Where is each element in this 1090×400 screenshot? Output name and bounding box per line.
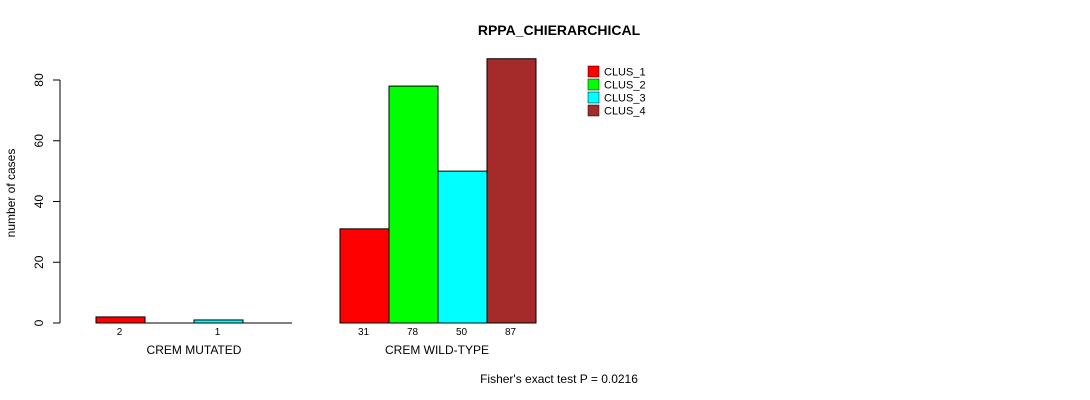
legend-label-clus-3: CLUS_3 bbox=[604, 93, 646, 105]
y-tick-label: 0 bbox=[32, 319, 46, 326]
bar-clus-3-mutated bbox=[193, 319, 244, 324]
bars bbox=[95, 58, 537, 324]
bar-clus-1-mutated bbox=[95, 316, 146, 324]
bar-value-label: 78 bbox=[407, 327, 419, 338]
legend-label-clus-1: CLUS_1 bbox=[604, 67, 646, 79]
group-label-wild-type: CREM WILD-TYPE bbox=[385, 343, 489, 357]
y-tick-label: 60 bbox=[32, 134, 46, 148]
bar-value-label: 2 bbox=[117, 327, 123, 338]
bar-value-label: 50 bbox=[456, 327, 468, 338]
legend-swatch-clus-4 bbox=[587, 104, 600, 117]
legend-label-clus-4: CLUS_4 bbox=[604, 106, 646, 118]
y-tick-label: 20 bbox=[32, 255, 46, 269]
bar-clus-2-wild-type bbox=[388, 85, 439, 324]
fisher-test-footer: Fisher's exact test P = 0.0216 bbox=[480, 372, 638, 386]
legend-swatch-clus-3 bbox=[587, 91, 600, 104]
bar-clus-1-wild-type bbox=[339, 228, 390, 324]
y-tick-label: 40 bbox=[32, 195, 46, 209]
y-axis-label: number of cases bbox=[4, 149, 18, 238]
y-axis-ticks: 0 20 40 60 80 bbox=[32, 73, 60, 326]
legend-label-clus-2: CLUS_2 bbox=[604, 80, 646, 92]
bar-value-label: 87 bbox=[505, 327, 517, 338]
bar-clus-3-wild-type bbox=[437, 170, 488, 324]
y-tick-label: 80 bbox=[32, 73, 46, 87]
group-label-mutated: CREM MUTATED bbox=[147, 343, 242, 357]
bar-value-label: 31 bbox=[358, 327, 370, 338]
bar-value-labels: 2 1 31 78 50 87 bbox=[117, 327, 517, 338]
bar-value-label: 1 bbox=[215, 327, 221, 338]
chart-title: RPPA_CHIERARCHICAL bbox=[478, 22, 641, 38]
legend-swatch-clus-2 bbox=[587, 78, 600, 91]
legend-swatch-clus-1 bbox=[587, 65, 600, 78]
bar-clus-4-wild-type bbox=[486, 58, 537, 324]
